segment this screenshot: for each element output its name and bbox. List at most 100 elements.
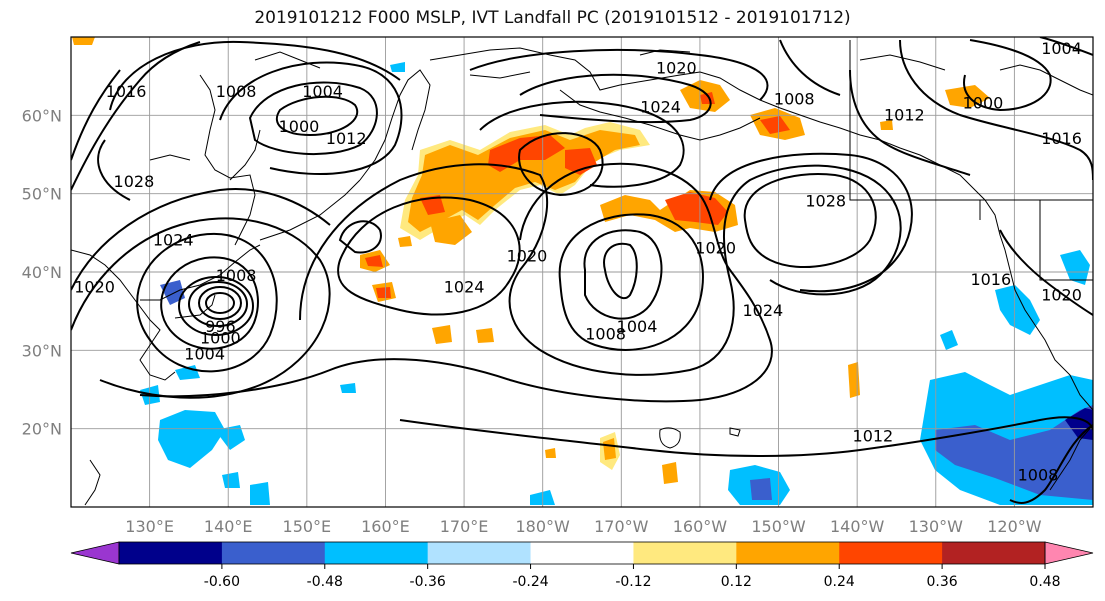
ivt-positive-region — [662, 462, 678, 484]
map-frame — [70, 36, 1094, 508]
contour-label: 1024 — [444, 278, 485, 297]
contour-label: 1016 — [970, 270, 1011, 289]
ivt-positive-region — [565, 148, 597, 175]
ivt-negative-region — [1065, 408, 1093, 440]
ivt-negative-region — [995, 285, 1040, 335]
longitude-tick-label: 140°E — [204, 517, 253, 536]
ivt-positive-region — [488, 135, 565, 172]
contour-label: 1012 — [326, 129, 367, 148]
contour-label: 1000 — [200, 329, 241, 348]
ivt-positive-region — [432, 325, 452, 344]
latitude-tick-label: 30°N — [22, 341, 62, 360]
colorbar-segment — [119, 542, 223, 564]
colorbar-tick-label: -0.24 — [512, 574, 548, 590]
ivt-positive-region — [420, 195, 445, 215]
map-title: 2019101212 F000 MSLP, IVT Landfall PC (2… — [254, 8, 851, 28]
longitude-tick-label: 120°W — [987, 517, 1042, 536]
longitude-tick-label: 150°E — [283, 517, 332, 536]
contour-labels: 1016 1008 10041000101210281024102010089961… — [74, 39, 1082, 485]
ivt-positive-region — [760, 116, 790, 134]
colorbar-tick-label: 0.24 — [824, 574, 855, 590]
longitude-tick-label: 170°E — [440, 517, 489, 536]
contour-label: 1028 — [805, 192, 846, 211]
contour-label: 1016 — [106, 82, 147, 101]
colorbar-segment — [530, 542, 634, 564]
contour-label: 1004 — [1041, 39, 1082, 58]
ivt-negative-region — [1060, 250, 1090, 285]
ivt-positive-region — [848, 362, 860, 398]
longitude-tick-label: 160°W — [673, 517, 728, 536]
contour-label: 1020 — [1041, 286, 1082, 305]
ivt-negative-region — [750, 478, 772, 500]
latitude-tick-label: 20°N — [22, 420, 62, 439]
contour-label: 1008 — [585, 325, 626, 344]
contour-label: 1004 — [617, 317, 658, 336]
ivt-negative-region — [340, 383, 356, 393]
contour-label: 1028 — [114, 172, 155, 191]
contour-label: 1008 — [774, 90, 815, 109]
colorbar-segment — [427, 542, 532, 564]
mslp-contours — [71, 37, 1093, 504]
longitude-tick-label: 130°W — [909, 517, 964, 536]
longitude-tick-label: 180°W — [516, 517, 571, 536]
contour-label: 1020 — [656, 58, 697, 77]
colorbar-tick-label: 0.48 — [1029, 574, 1060, 590]
colorbar-outline — [118, 541, 1046, 565]
contour-label: 1020 — [695, 239, 736, 258]
longitude-tick-label: 130°E — [125, 517, 174, 536]
ivt-positive-region — [430, 215, 472, 245]
ivt-negative-region — [390, 62, 405, 72]
ivt-negative-region — [940, 330, 958, 350]
ivt-positive-region — [365, 255, 383, 267]
colorbar-tick-label: -0.36 — [410, 574, 446, 590]
colorbar-segment — [324, 542, 429, 564]
ivt-positive-region — [72, 37, 95, 45]
latitude-tick-label: 40°N — [22, 263, 62, 282]
coastlines — [71, 40, 1093, 506]
contour-label: 1008 — [1018, 466, 1059, 485]
ivt-filled-regions — [72, 37, 1093, 505]
gridlines — [71, 37, 1093, 507]
contour-label: 1024 — [742, 301, 783, 320]
colorbar-extend-left — [70, 541, 120, 565]
longitude-tick-label: 170°W — [594, 517, 649, 536]
latitude-labels: 60°N 50°N 40°N 30°N 20°N — [22, 106, 62, 438]
colorbar-segment — [221, 542, 326, 564]
latitude-tick-label: 50°N — [22, 185, 62, 204]
ivt-positive-region — [398, 236, 412, 247]
ivt-negative-region — [215, 425, 245, 450]
contour-label: 1000 — [279, 117, 320, 136]
longitude-labels: 130°E 140°E 150°E 160°E 170°E 180°W 170°W 160°W… — [125, 517, 1041, 536]
colorbar-segment — [736, 542, 840, 564]
ivt-negative-region — [222, 472, 240, 488]
colorbar-tick-label: 0.36 — [927, 574, 958, 590]
ivt-negative-region — [158, 410, 225, 468]
contour-label: 1008 — [216, 82, 257, 101]
colorbar-extend-right — [1044, 541, 1094, 565]
contour-label: 1012 — [884, 105, 925, 124]
contour-label: 1024 — [153, 231, 194, 250]
ivt-positive-region — [476, 328, 494, 343]
colorbar-tick-label: 0.12 — [721, 574, 752, 590]
ivt-negative-region — [250, 482, 270, 505]
ivt-positive-region — [545, 448, 556, 458]
ivt-positive-region — [603, 438, 616, 460]
contour-label: 1024 — [640, 98, 681, 117]
colorbar-segment — [839, 542, 943, 564]
colorbar — [70, 541, 1094, 565]
longitude-tick-label: 140°W — [830, 517, 885, 536]
contour-label: 1020 — [507, 246, 548, 265]
contour-label: 1000 — [963, 94, 1004, 113]
latitude-tick-label: 60°N — [22, 106, 62, 125]
contour-label: 1004 — [302, 82, 343, 101]
colorbar-tick-label: -0.60 — [204, 574, 240, 590]
ivt-positive-region — [665, 192, 728, 225]
contour-label: 1012 — [853, 427, 894, 446]
colorbar-tick-labels: -0.60 -0.48 -0.36 -0.24 -0.12 0.12 0.24 0.36 0.4… — [204, 564, 1061, 590]
ivt-positive-region — [376, 287, 391, 298]
contour-label: 1004 — [184, 344, 225, 363]
ivt-positive-region — [880, 120, 893, 130]
colorbar-segment — [942, 542, 1046, 564]
colorbar-segment — [633, 542, 737, 564]
contour-label: 1020 — [74, 278, 115, 297]
